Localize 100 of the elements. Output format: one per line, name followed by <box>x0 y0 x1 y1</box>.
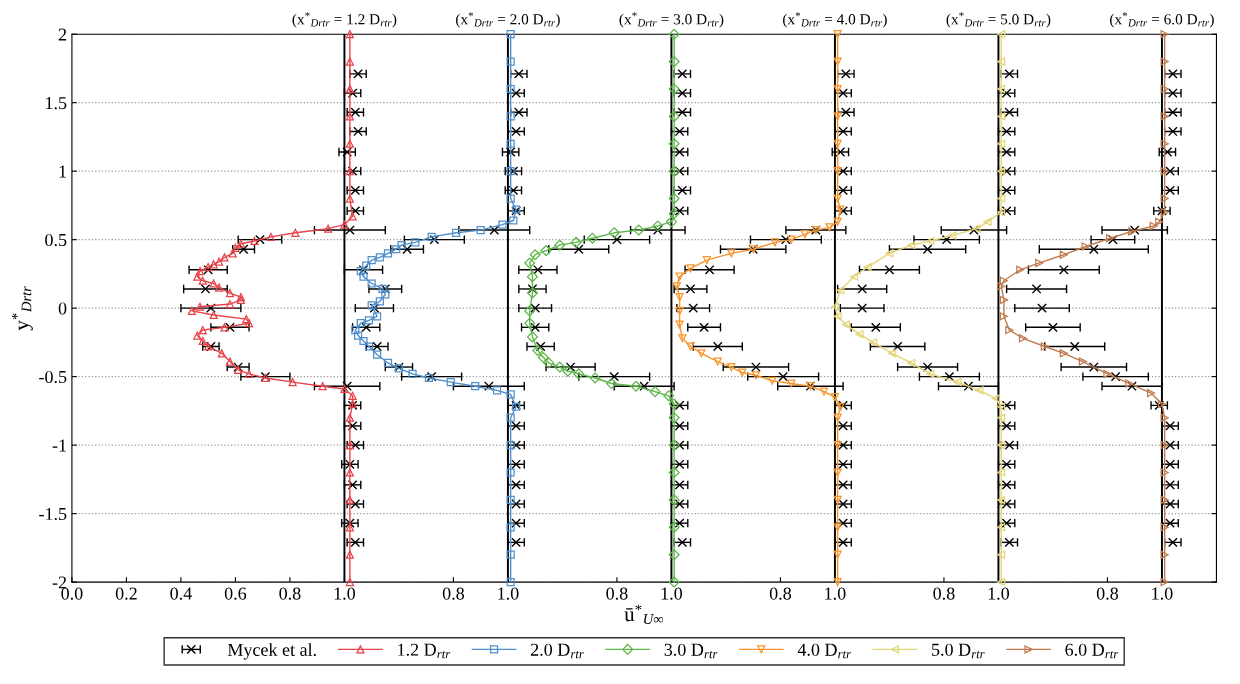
point <box>348 391 357 400</box>
point <box>770 238 780 247</box>
point <box>944 371 955 382</box>
point <box>554 239 566 251</box>
point <box>1160 57 1169 66</box>
point <box>868 338 878 347</box>
point <box>506 112 515 121</box>
x-axis-title: ū$^{*}$$_{U∞}$ <box>624 604 664 625</box>
point <box>997 523 1006 532</box>
chart-title: (x$^{*}$$_{Drtr}$ = 4.0 D$_{rtr}$) <box>783 12 887 28</box>
point <box>1167 537 1178 548</box>
point <box>236 293 245 302</box>
point <box>922 244 933 255</box>
point <box>1058 264 1069 275</box>
point <box>649 386 661 398</box>
point <box>688 303 699 314</box>
x-tick-label: 1.0 <box>334 587 356 600</box>
point <box>524 257 536 269</box>
point <box>506 167 515 176</box>
point <box>983 217 992 226</box>
point <box>677 88 688 98</box>
point <box>217 349 226 358</box>
y-axis-title: y$^{*}$$_{Drtr}$ <box>12 286 33 331</box>
point <box>997 57 1006 66</box>
point <box>1001 400 1012 411</box>
point <box>668 494 680 506</box>
x-tick-label: 1.0 <box>1152 587 1173 600</box>
x-tick-label: 1.0 <box>661 587 683 600</box>
point <box>345 112 354 121</box>
point <box>198 276 207 285</box>
point <box>345 30 354 39</box>
point <box>345 84 354 94</box>
point <box>991 394 1000 403</box>
point <box>506 441 515 450</box>
point <box>506 30 515 39</box>
point <box>699 322 709 333</box>
point <box>922 362 933 372</box>
point <box>513 107 524 118</box>
point <box>1001 147 1012 157</box>
point <box>675 272 684 281</box>
point <box>361 322 372 333</box>
point <box>825 223 834 232</box>
point <box>830 393 840 402</box>
point <box>953 378 962 387</box>
point <box>506 413 515 422</box>
point <box>1165 185 1175 196</box>
point <box>345 468 354 477</box>
point <box>364 316 374 325</box>
point <box>997 402 1006 411</box>
point <box>318 382 327 391</box>
point <box>508 185 519 196</box>
point <box>530 322 541 333</box>
point <box>291 228 300 237</box>
point <box>668 549 680 561</box>
point <box>836 286 845 295</box>
point <box>727 249 736 258</box>
point <box>535 341 546 352</box>
point <box>198 325 207 335</box>
point <box>356 267 365 276</box>
point <box>997 495 1006 504</box>
point <box>214 283 224 292</box>
point <box>193 272 202 281</box>
point <box>997 84 1006 94</box>
point <box>408 369 417 378</box>
x-tick-label: 1.0 <box>498 587 519 600</box>
point <box>841 320 850 329</box>
point <box>833 57 842 66</box>
point <box>554 361 566 373</box>
point <box>589 372 601 384</box>
point <box>429 234 440 245</box>
point <box>833 139 842 148</box>
point <box>231 243 240 252</box>
point <box>225 357 235 366</box>
y-tick-label: -1.5 <box>39 507 67 521</box>
point <box>1001 518 1012 529</box>
point <box>838 421 848 431</box>
point <box>997 112 1006 121</box>
point <box>997 550 1006 559</box>
point <box>768 376 777 385</box>
point <box>345 518 355 529</box>
point <box>668 138 680 150</box>
point <box>686 264 695 273</box>
point <box>833 577 842 587</box>
point <box>1004 440 1015 450</box>
point <box>668 165 680 177</box>
point <box>345 139 354 148</box>
point <box>198 336 207 346</box>
point <box>383 249 393 258</box>
point <box>206 303 216 314</box>
point <box>353 126 363 137</box>
point <box>870 322 881 333</box>
point <box>345 225 355 235</box>
point <box>639 381 650 392</box>
point <box>888 349 897 358</box>
point <box>1167 126 1178 137</box>
point <box>685 284 696 294</box>
point <box>668 439 680 451</box>
point <box>652 220 664 232</box>
point <box>511 126 521 137</box>
point <box>345 459 355 470</box>
